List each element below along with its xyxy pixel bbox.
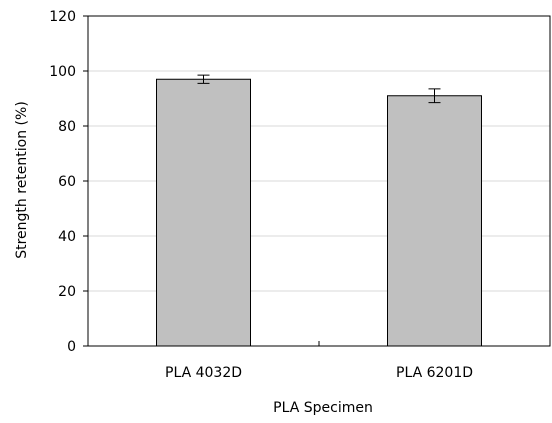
x-tick-label-pla-6201d: PLA 6201D (396, 365, 473, 381)
error-bar-pla-4032d (197, 74, 210, 84)
y-axis-title: Strength retention (%) (14, 101, 30, 259)
bar-pla-4032d (156, 78, 251, 347)
axes (83, 15, 551, 347)
x-tick-labels: PLA 4032D PLA 6201D (165, 365, 473, 381)
y-tick-labels: 0 20 40 60 80 100 120 (49, 9, 76, 355)
y-tick-label-40: 40 (58, 229, 76, 245)
bar-pla-6201d (387, 95, 482, 347)
error-bar-pla-6201d (428, 88, 441, 104)
bars (156, 78, 482, 347)
y-tick-label-80: 80 (58, 119, 76, 135)
error-bars (197, 74, 441, 104)
y-tick-label-120: 120 (49, 9, 76, 25)
x-axis-title: PLA Specimen (273, 400, 373, 416)
x-tick-label-pla-4032d: PLA 4032D (165, 365, 242, 381)
y-tick-label-60: 60 (58, 174, 76, 190)
y-tick-label-100: 100 (49, 64, 76, 80)
y-tick-label-20: 20 (58, 284, 76, 300)
y-tick-label-0: 0 (67, 339, 76, 355)
